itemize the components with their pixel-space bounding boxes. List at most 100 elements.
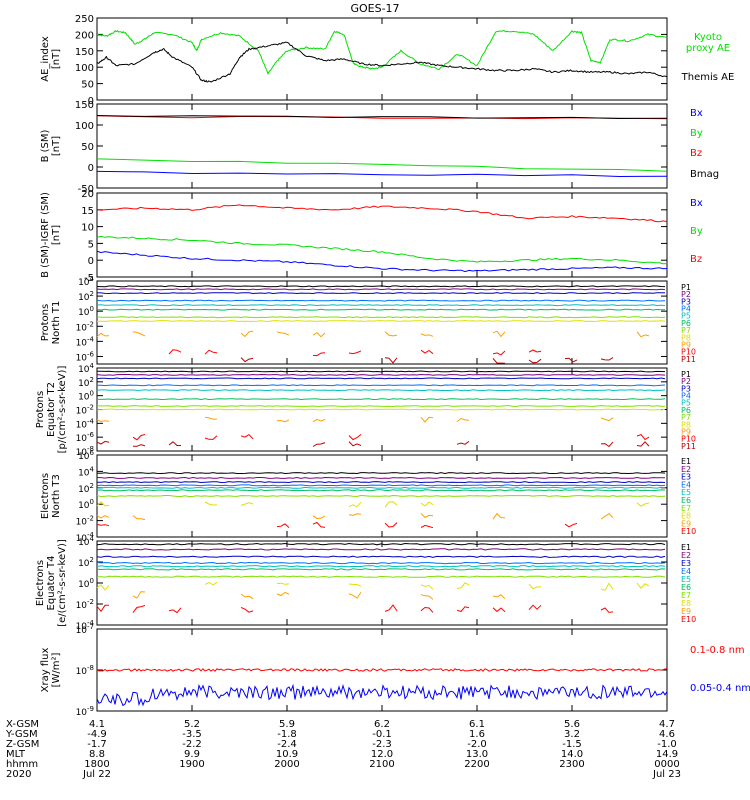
y-axis-label: [nT]	[51, 49, 62, 69]
channel-line-p11	[600, 441, 614, 448]
channel-line-e9	[96, 515, 110, 519]
y-tick-label: 0	[88, 163, 94, 174]
channel-line-p11	[636, 441, 650, 447]
y-tick-label: 200	[75, 30, 94, 41]
channel-legend-p7: P7	[681, 326, 691, 335]
xaxis-value: 12.0	[371, 749, 393, 760]
channel-legend-e1: E1	[681, 543, 691, 552]
xaxis-row-label: Y-GSM	[5, 729, 38, 740]
channel-legend-e8: E8	[681, 512, 691, 521]
channel-line-e3	[96, 555, 666, 558]
series-line-bmag	[96, 115, 668, 120]
channel-line-e10	[564, 522, 578, 528]
y-axis-label: B (SM)	[40, 129, 51, 162]
channel-legend-p11: P11	[681, 355, 696, 364]
series-line-bz	[96, 204, 668, 223]
series-line-bx	[96, 250, 667, 273]
y-axis-label: Equator T4	[46, 556, 57, 611]
xaxis-value: 1900	[179, 759, 204, 770]
xaxis-row-label: 2020	[6, 769, 31, 780]
xaxis-value: 14.0	[561, 749, 583, 760]
channel-line-e10	[96, 523, 110, 527]
y-tick-label: 0	[88, 96, 94, 107]
y-tick-label: 10-2	[76, 598, 94, 611]
channel-line-e5	[96, 565, 666, 568]
channel-legend-p1: P1	[681, 283, 691, 292]
channel-legend-e2: E2	[681, 465, 691, 474]
xaxis-value: 2200	[464, 759, 489, 770]
channel-line-e10	[96, 604, 109, 613]
xaxis-value: 2000	[274, 759, 299, 770]
channel-legend-e6: E6	[681, 583, 691, 592]
xaxis-value: 10.9	[276, 749, 298, 760]
channel-line-e10	[168, 607, 182, 614]
y-axis-label: B (SM)-IGRF (SM)	[40, 192, 51, 278]
channel-line-p11	[312, 442, 326, 447]
channel-legend-p10: P10	[681, 435, 696, 444]
xaxis-value: 4.7	[659, 719, 675, 730]
channel-line-e9	[132, 591, 146, 599]
series-line-bx	[96, 170, 668, 178]
channel-line-p2	[96, 373, 666, 376]
channel-line-e4	[96, 484, 666, 487]
y-axis-label: Xray flux	[40, 648, 51, 693]
xaxis-value: 4.1	[89, 719, 105, 730]
channel-line-e10	[600, 607, 614, 613]
channel-line-e8	[420, 584, 434, 590]
xaxis-row-label: X-GSM	[6, 719, 39, 730]
xaxis-value: 5.2	[184, 719, 200, 730]
y-tick-label: 10-9	[76, 705, 94, 718]
channel-line-e10	[420, 606, 434, 613]
legend-0.05-0.4-nm: 0.05-0.4 nm	[690, 683, 750, 694]
xaxis-value: 14.9	[656, 749, 678, 760]
xaxis-value: 5.6	[564, 719, 580, 730]
channel-line-e7	[96, 575, 666, 578]
xaxis-value: 13.0	[466, 749, 488, 760]
channel-line-e8	[240, 502, 254, 506]
series-line-kyoto-proxy-ae	[97, 29, 668, 76]
channel-line-e7	[96, 494, 666, 498]
y-tick-label: 100	[78, 498, 94, 511]
channel-line-p11	[600, 357, 614, 361]
channel-legend-p5: P5	[681, 399, 691, 408]
channel-line-p4	[96, 299, 666, 302]
y-tick-label: 150	[75, 100, 94, 111]
channel-line-p11	[564, 357, 578, 363]
y-axis-label: Electrons	[40, 473, 51, 519]
channel-line-e8	[636, 502, 650, 507]
y-tick-label: 102	[78, 556, 94, 569]
y-tick-label: 20	[81, 189, 94, 200]
channel-legend-e4: E4	[681, 480, 691, 489]
channel-line-e3	[97, 481, 666, 484]
channel-line-e10	[456, 606, 470, 613]
channel-line-p11	[240, 357, 254, 363]
legend-bx: Bx	[690, 108, 703, 119]
channel-line-p4	[97, 384, 666, 387]
channel-line-e2	[96, 476, 665, 479]
y-tick-label: 250	[75, 14, 94, 25]
channel-line-e10	[528, 604, 542, 611]
y-tick-label: 102	[78, 482, 94, 495]
channel-line-p10	[528, 349, 542, 353]
channel-line-e8	[204, 581, 218, 586]
xaxis-value: 9.9	[184, 749, 200, 760]
channel-legend-p2: P2	[681, 377, 691, 386]
channel-line-e9	[348, 513, 362, 516]
channel-line-e8	[348, 583, 362, 587]
channel-legend-p5: P5	[681, 312, 691, 321]
y-axis-label: [p/(cm²-s-sr-keV)]	[57, 366, 68, 454]
channel-line-p8	[97, 319, 666, 322]
channel-line-p10	[132, 434, 146, 441]
channel-legend-p4: P4	[681, 392, 691, 401]
y-axis-label: Protons	[40, 304, 51, 341]
channel-line-p11	[168, 441, 181, 446]
channel-line-p7	[97, 405, 666, 408]
y-tick-label: 100	[78, 305, 94, 318]
channel-line-p3	[96, 377, 666, 380]
channel-line-e10	[276, 523, 290, 528]
y-axis-label: Electrons	[35, 560, 46, 606]
y-tick-label: 150	[75, 47, 94, 58]
channel-line-e10	[492, 607, 506, 613]
y-tick-label: 100	[78, 390, 94, 403]
channel-legend-e10: E10	[681, 527, 696, 536]
